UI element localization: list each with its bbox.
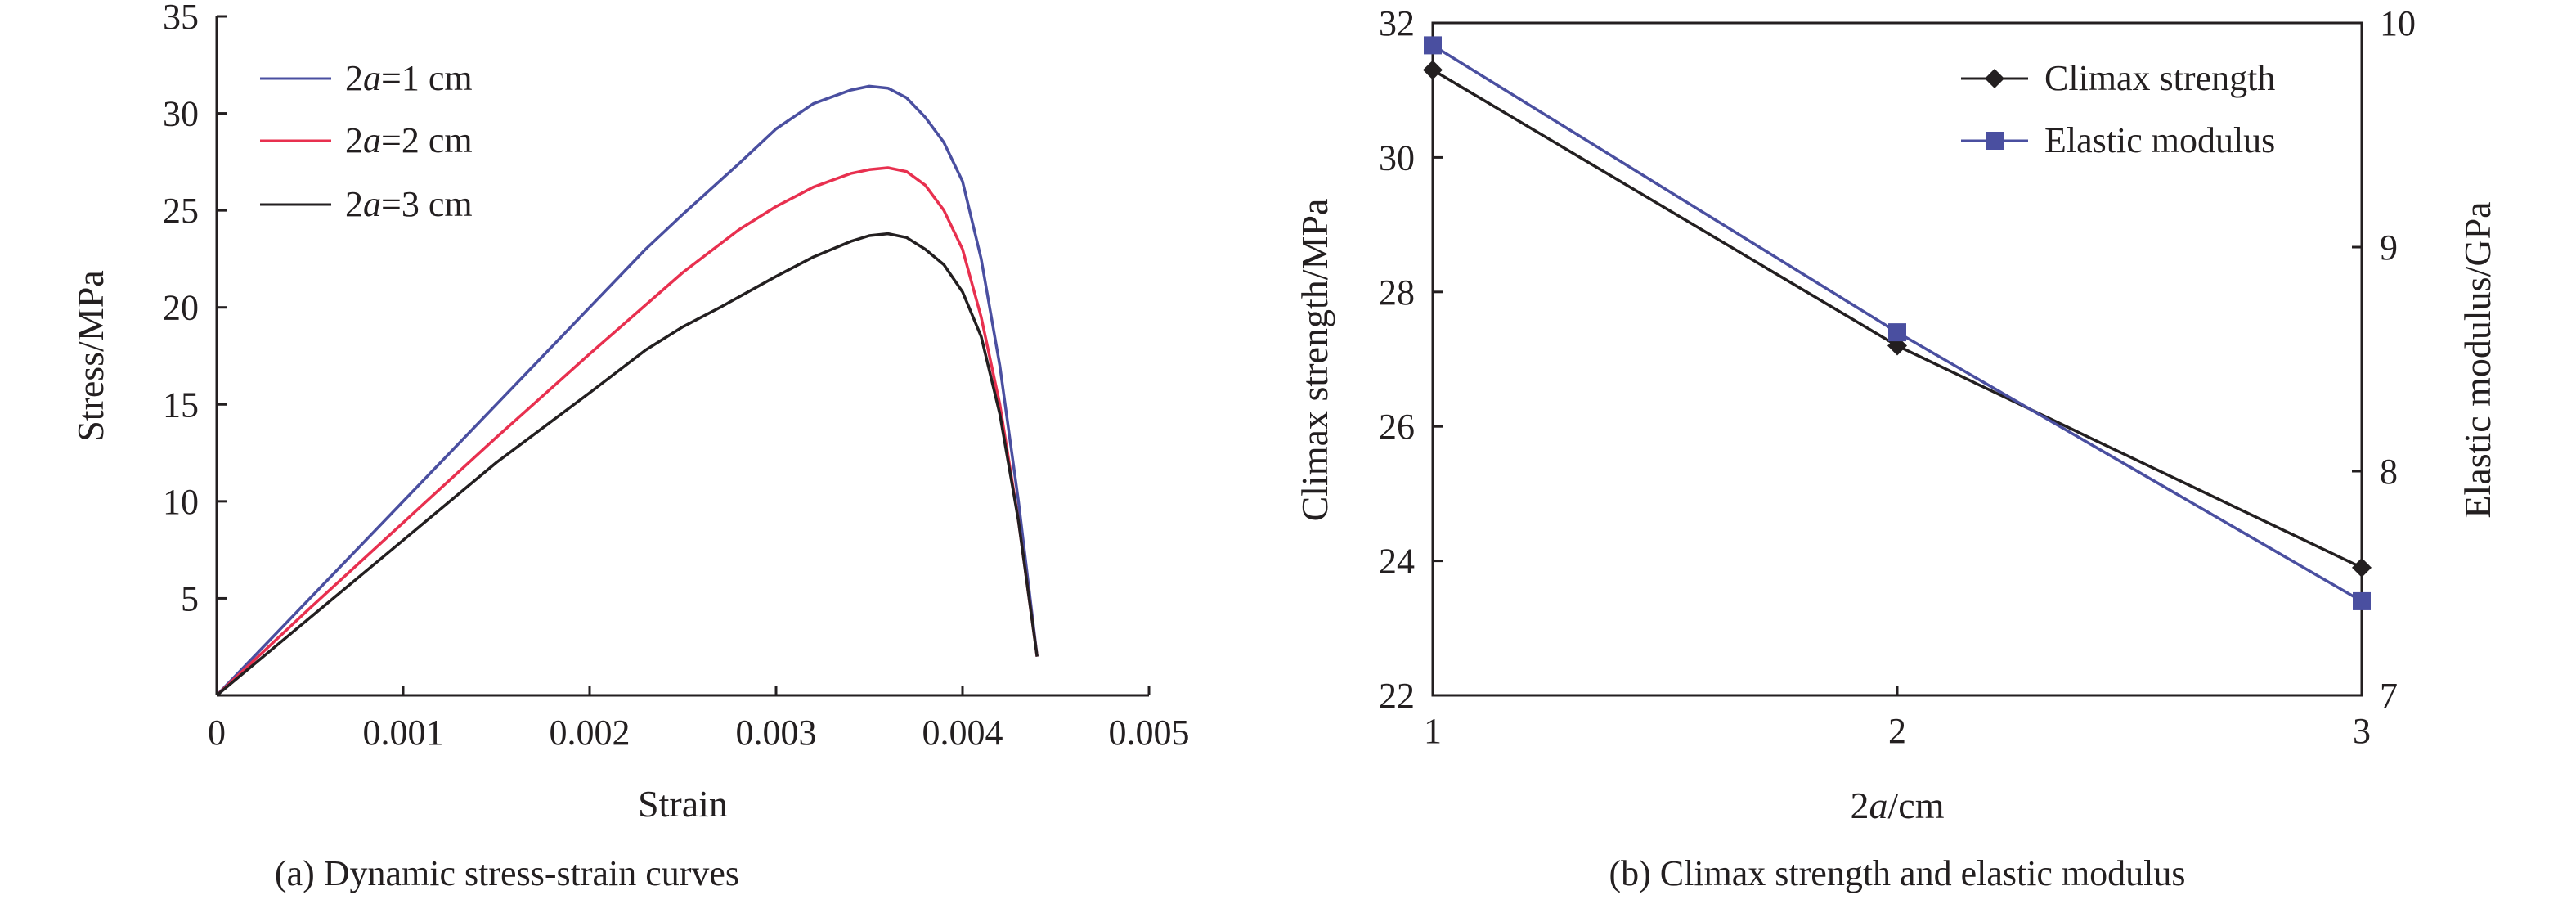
y-tick-label: 20 <box>163 288 199 328</box>
x-tick-label: 1 <box>1424 711 1442 751</box>
panel-b-ticks: 1 2 3 22 24 26 28 30 32 7 8 9 10 <box>1379 3 2416 751</box>
x-tick-label: 2 <box>1888 711 1906 751</box>
y-tick-label: 35 <box>163 0 199 37</box>
panel-a: 0 0.001 0.002 0.003 0.004 0.0055101520253035 … <box>70 0 1190 893</box>
legend-label-1: 2a=1 cm <box>345 58 473 98</box>
panel-a-legend: 2a=1 cm 2a=2 cm 2a=3 cm <box>260 58 473 224</box>
panel-b-series <box>1423 36 2372 610</box>
y-tick-label: 10 <box>163 482 199 522</box>
data-point-diamond <box>2352 557 2372 578</box>
data-point-square <box>1424 36 1442 55</box>
panel-b-y2-label: Elastic modulus/GPa <box>2457 201 2498 518</box>
series-line-1 <box>215 84 1039 697</box>
legend-marker-diamond <box>1985 69 2004 88</box>
x-tick-label: 0.004 <box>922 713 1003 753</box>
legend-marker-square <box>1986 132 2004 150</box>
x-tick-label: 3 <box>2353 711 2371 751</box>
y-tick-label: 30 <box>1379 137 1415 178</box>
y-tick-label: 15 <box>163 385 199 425</box>
data-point-square <box>2353 591 2371 610</box>
y-tick-label: 24 <box>1379 542 1415 582</box>
panel-b: 1 2 3 22 24 26 28 30 32 7 8 9 10 Climax strength Ela… <box>1294 3 2498 893</box>
series-line-2 <box>215 166 1039 697</box>
panel-a-y-label: Stress/MPa <box>70 270 111 442</box>
data-point-diamond <box>1423 60 1443 80</box>
y-tick-label: 32 <box>1379 3 1415 43</box>
y2-tick-label: 10 <box>2380 3 2416 43</box>
panel-a-series <box>215 84 1039 697</box>
x-tick-label: 0.001 <box>363 713 444 753</box>
x-tick-label: 0.005 <box>1109 713 1190 753</box>
panel-b-caption: (b) Climax strength and elastic modulus <box>1609 853 2185 893</box>
y-tick-label: 5 <box>181 578 199 618</box>
y2-tick-label: 7 <box>2380 676 2398 716</box>
panel-a-caption: (a) Dynamic stress-strain curves <box>275 853 739 893</box>
x-tick-label: 0.003 <box>736 713 817 753</box>
panel-a-x-label: Strain <box>638 783 728 825</box>
data-point-square <box>1888 323 1906 342</box>
panel-b-x-label: 2a/cm <box>1851 785 1945 826</box>
y-tick-label: 30 <box>163 94 199 134</box>
x-tick-label: 0 <box>208 713 226 753</box>
y-tick-label: 28 <box>1379 272 1415 313</box>
legend-label-2: 2a=2 cm <box>345 120 473 160</box>
legend-label-3: 2a=3 cm <box>345 184 473 224</box>
y2-tick-label: 8 <box>2380 452 2398 492</box>
y2-tick-label: 9 <box>2380 227 2398 268</box>
panel-a-ticks: 0 0.001 0.002 0.003 0.004 0.005 5 10 15 20 25 30 35 <box>163 0 1190 753</box>
legend-label-modulus: Elastic modulus <box>2044 120 2275 160</box>
y-tick-label: 26 <box>1379 407 1415 447</box>
y-tick-label: 25 <box>163 191 199 231</box>
legend-label-climax: Climax strength <box>2044 58 2275 98</box>
panel-b-legend: Climax strength Elastic modulus <box>1961 58 2275 160</box>
x-tick-label: 0.002 <box>550 713 631 753</box>
series-line-3 <box>215 232 1039 697</box>
y-tick-label: 22 <box>1379 676 1415 716</box>
panel-b-y-label: Climax strength/MPa <box>1294 199 1335 522</box>
